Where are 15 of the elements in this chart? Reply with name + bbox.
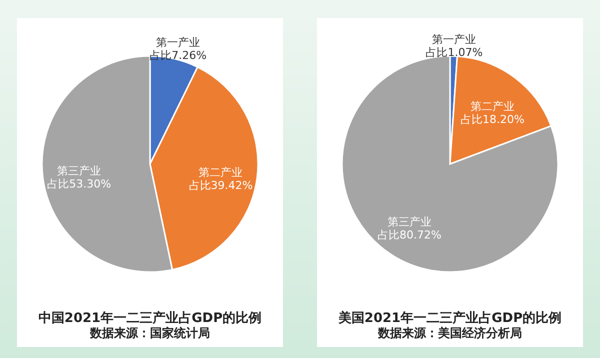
source-note: 数据来源：国家统计局 — [89, 326, 210, 340]
slice-label: 第二产业 — [470, 100, 515, 113]
data-label: 占比18.20% — [460, 112, 524, 126]
data-label: 占比1.07% — [426, 46, 483, 60]
slice-label: 第三产业 — [57, 164, 102, 178]
slice-label: 第二产业 — [198, 166, 243, 179]
data-label: 占比80.72% — [377, 228, 442, 242]
text: 中国2021年一二三产业占GDP的比例 — [38, 310, 262, 326]
slice-label: 第三产业 — [387, 216, 432, 229]
text: 美国2021年一二三产业占GDP的比例 — [337, 310, 562, 326]
slice-label: 第一产业 — [156, 36, 200, 50]
data-label: 占比39.42% — [188, 178, 253, 192]
source-note: 数据来源：美国经济分析局 — [377, 326, 522, 340]
slice-label: 第一产业 — [432, 33, 476, 46]
data-label: 占比53.30% — [47, 177, 112, 190]
